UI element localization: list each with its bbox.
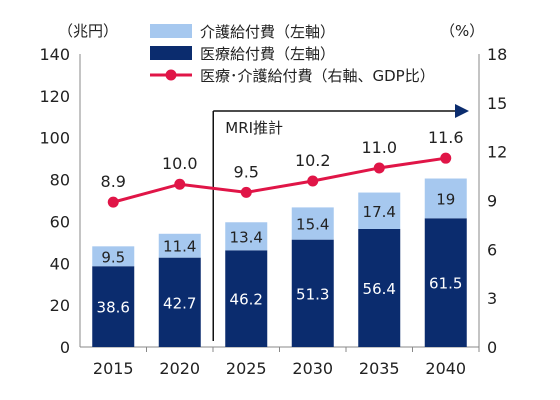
bar-medical: [291, 239, 334, 347]
ratio-point: [174, 178, 186, 190]
left-tick-label: 140: [39, 45, 70, 64]
x-tick-label: 2015: [93, 359, 134, 378]
ratio-point: [107, 196, 119, 208]
legend-label-care: 介護給付費（左軸）: [200, 23, 335, 41]
ratio-point: [373, 162, 385, 174]
data-label-medical: 51.3: [296, 285, 329, 303]
bar-medical: [424, 218, 467, 347]
ratio-data-label: 9.5: [234, 162, 259, 181]
data-label-medical: 42.7: [163, 294, 196, 312]
left-tick-label: 80: [50, 171, 70, 190]
ratio-point: [440, 152, 452, 164]
x-tick-label: 2040: [425, 359, 466, 378]
x-tick-label: 2030: [292, 359, 333, 378]
data-label-care: 19: [436, 190, 455, 208]
ratio-data-label: 10.0: [162, 154, 198, 173]
legend-label-ratio: 医療･介護給付費（右軸、GDP比）: [200, 67, 435, 85]
data-label-care: 9.5: [101, 248, 125, 266]
data-label-medical: 38.6: [97, 299, 130, 317]
projection-label: MRI推計: [225, 119, 283, 137]
right-axis-label: （%）: [440, 22, 484, 40]
x-tick-label: 2035: [359, 359, 400, 378]
bar-care: [225, 222, 268, 251]
bar-medical: [158, 257, 201, 347]
legend-swatch-ratio-marker: [165, 69, 177, 81]
left-tick-label: 120: [39, 87, 70, 106]
data-label-medical: 56.4: [363, 280, 396, 298]
legend-swatch-care: [150, 24, 192, 38]
data-label-medical: 46.2: [230, 291, 263, 309]
right-tick-label: 15: [487, 94, 507, 113]
legend-label-medical: 医療給付費（左軸）: [200, 45, 335, 63]
x-tick-label: 2025: [226, 359, 267, 378]
data-label-care: 15.4: [296, 216, 329, 234]
x-tick-label: 2020: [159, 359, 200, 378]
data-label-care: 17.4: [363, 203, 396, 221]
right-tick-label: 18: [487, 45, 507, 64]
right-tick-label: 6: [487, 240, 497, 259]
data-label-care: 13.4: [230, 228, 263, 246]
right-tick-label: 3: [487, 289, 497, 308]
data-label-medical: 61.5: [429, 275, 462, 293]
right-tick-label: 9: [487, 192, 497, 211]
ratio-data-label: 11.0: [361, 138, 397, 157]
ratio-data-label: 11.6: [428, 128, 464, 147]
legend: 介護給付費（左軸） 医療給付費（左軸） 医療･介護給付費（右軸、GDP比）: [150, 23, 435, 85]
ratio-data-label: 10.2: [295, 151, 331, 170]
left-tick-label: 20: [50, 296, 70, 315]
bar-care: [92, 246, 135, 267]
bar-care: [158, 233, 201, 258]
legend-swatch-medical: [150, 46, 192, 60]
left-tick-label: 0: [60, 338, 70, 357]
data-label-care: 11.4: [163, 238, 196, 256]
right-tick-label: 0: [487, 338, 497, 357]
annotation: MRI推計: [212, 104, 469, 341]
bar-care: [358, 192, 401, 229]
line-series: 8.9 10.0 9.5 10.2 11.0 11.6: [101, 128, 464, 208]
bar-care: [424, 178, 467, 219]
left-axis-label: （兆円）: [58, 22, 118, 40]
projection-arrowhead: [455, 104, 469, 118]
bar-care: [291, 207, 334, 240]
ratio-data-label: 8.9: [101, 172, 126, 191]
left-tick-label: 40: [50, 254, 70, 273]
bars: 38.6 9.5 42.7 11.4 46.2 13.4 51.3 15.4 56.4 17.4 6…: [92, 178, 467, 347]
ratio-point: [307, 175, 319, 187]
bar-medical: [92, 266, 135, 347]
ratio-point: [240, 186, 252, 198]
left-tick-label: 100: [39, 129, 70, 148]
ratio-line: [112, 156, 446, 204]
right-tick-label: 12: [487, 143, 507, 162]
left-tick-label: 60: [50, 212, 70, 231]
bar-medical: [225, 250, 268, 347]
bar-medical: [358, 228, 401, 347]
